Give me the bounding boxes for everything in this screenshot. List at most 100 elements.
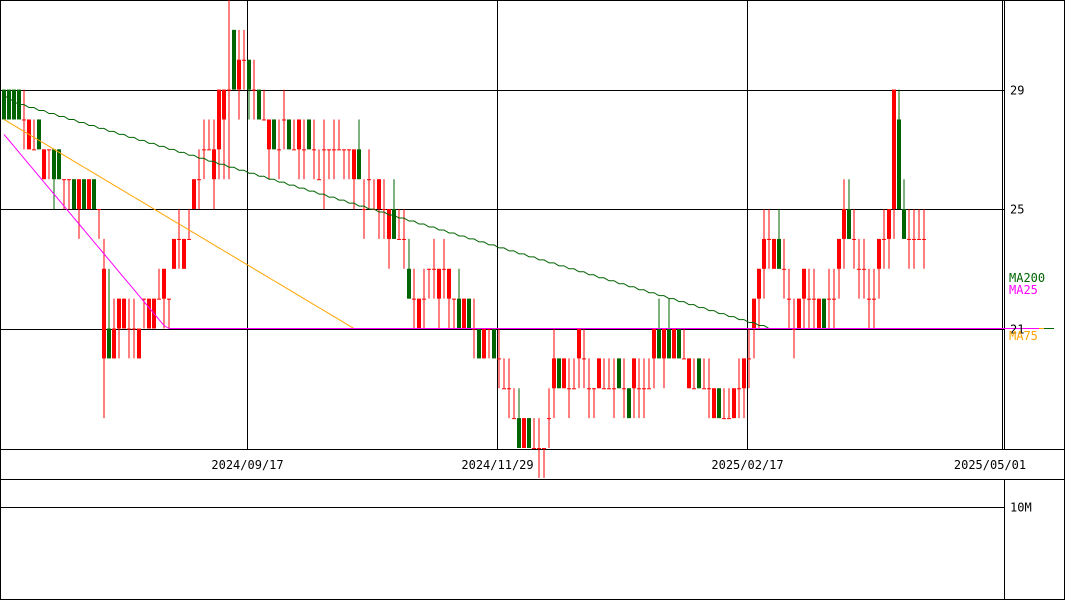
candle-body	[347, 149, 351, 151]
candle-body	[727, 418, 731, 420]
candle-body	[412, 298, 416, 300]
candle-body	[132, 328, 136, 330]
candle	[537, 418, 541, 478]
candle	[227, 0, 231, 180]
candle	[137, 328, 141, 359]
candle-body	[862, 268, 866, 270]
candle-body	[257, 89, 261, 120]
candle	[212, 119, 216, 210]
candle-body	[517, 418, 521, 448]
candle-body	[602, 388, 606, 390]
candle-body	[62, 179, 66, 181]
candle	[142, 298, 146, 329]
candle	[732, 388, 736, 419]
candle-body	[547, 418, 551, 420]
candle-body	[507, 388, 511, 390]
candle-body	[817, 298, 821, 329]
candle-body	[137, 328, 141, 359]
candle-body	[242, 59, 246, 61]
candle	[572, 358, 576, 390]
candle-body	[162, 268, 166, 299]
candle-body	[842, 209, 846, 239]
candle-body	[567, 388, 571, 390]
candle	[287, 119, 291, 150]
candle-body	[692, 388, 696, 390]
candle-body	[252, 89, 256, 91]
candle	[367, 149, 371, 210]
candle	[297, 119, 301, 180]
candle-body	[572, 388, 576, 390]
candle-body	[37, 119, 41, 150]
candle	[512, 388, 516, 420]
candle	[247, 59, 251, 120]
candle	[207, 119, 211, 151]
candle	[362, 179, 366, 239]
candle-body	[492, 328, 496, 359]
candle-body	[12, 89, 16, 120]
candle-body	[827, 298, 831, 300]
moving-averages	[3, 95, 1054, 330]
candle	[637, 358, 641, 419]
candle-body	[127, 328, 131, 330]
candle-body	[732, 388, 736, 419]
candle	[167, 298, 171, 329]
candle-body	[187, 238, 191, 240]
candle-body	[912, 238, 916, 240]
candle-body	[767, 238, 771, 240]
candle	[652, 328, 656, 389]
candle	[37, 119, 41, 150]
candle	[467, 298, 471, 329]
candle-body	[562, 358, 566, 389]
candle	[62, 179, 66, 210]
candle-body	[812, 298, 816, 300]
candle	[612, 358, 616, 419]
candle	[487, 328, 491, 359]
candle	[422, 268, 426, 329]
candles	[2, 0, 926, 478]
candle	[522, 418, 526, 448]
candle-body	[502, 388, 506, 390]
candle	[547, 388, 551, 448]
candle-body	[762, 238, 766, 269]
candle	[447, 268, 451, 329]
candle-body	[607, 388, 611, 390]
candle	[817, 298, 821, 329]
candle	[727, 388, 731, 420]
candle	[217, 89, 221, 180]
candle	[357, 119, 361, 180]
candle-body	[312, 149, 316, 151]
candle	[707, 358, 711, 419]
candle-body	[887, 209, 891, 239]
candle	[542, 448, 546, 478]
candle	[112, 298, 116, 359]
candle	[392, 179, 396, 239]
candle-body	[582, 358, 586, 360]
candle	[47, 149, 51, 180]
candle	[42, 149, 46, 180]
candle-body	[587, 388, 591, 390]
candle-body	[267, 119, 271, 150]
candle	[52, 149, 56, 210]
candle	[877, 238, 881, 299]
candle	[882, 209, 886, 269]
candle-body	[757, 268, 761, 299]
candle	[782, 238, 786, 299]
candle-body	[402, 238, 406, 240]
candle-body	[32, 149, 36, 151]
candle	[577, 328, 581, 389]
candle	[272, 119, 276, 150]
candle	[687, 358, 691, 389]
candle	[202, 119, 206, 180]
candle	[717, 388, 721, 419]
y-tick-label: 29	[1010, 84, 1024, 98]
candle	[552, 328, 556, 419]
candle-body	[277, 149, 281, 151]
candle-body	[747, 358, 751, 360]
candle	[452, 298, 456, 329]
candle-body	[852, 238, 856, 240]
candle	[242, 29, 246, 90]
candle	[442, 238, 446, 299]
candle-body	[712, 388, 716, 419]
